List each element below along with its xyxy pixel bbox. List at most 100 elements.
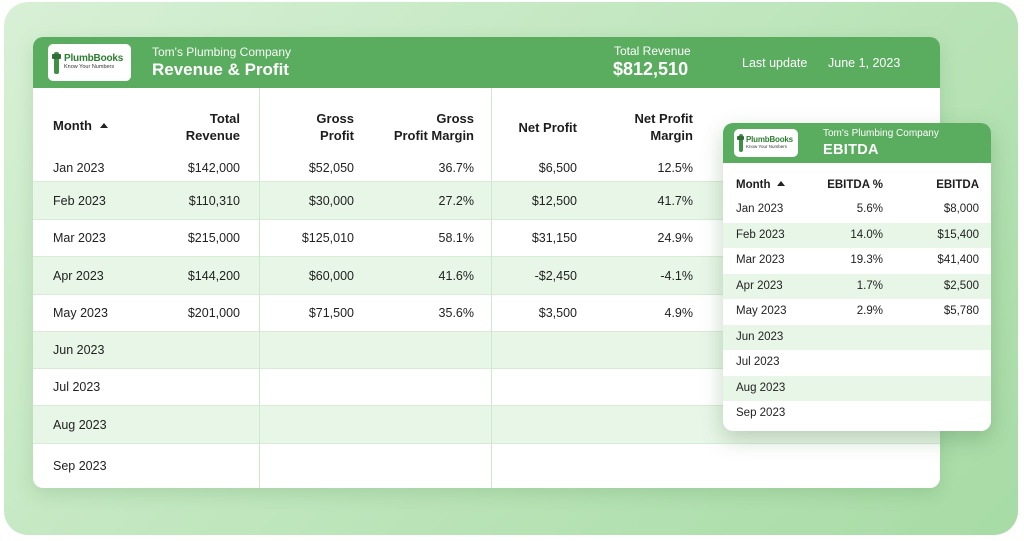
cell-net-margin: 41.7% [657,194,693,208]
cell-gross-margin: 35.6% [438,306,474,320]
ebitda-title: EBITDA [823,142,879,158]
ebitda-cell-ebitda-pct: 2.9% [856,305,883,317]
table-row[interactable]: Jul 2023 [33,368,940,405]
wrench-pipe-icon [737,134,744,152]
cell-gross-margin: 27.2% [438,194,474,208]
column-header-line: Profit [320,128,354,143]
ebitda-card-header: PlumbBooks Know Your Numbers Tom's Plumb… [723,123,991,163]
column-divider [259,88,260,488]
cell-net-profit: -$2,450 [534,269,577,283]
ebitda-column-header-month[interactable]: Month [736,179,786,191]
ebitda-cell-month: Jul 2023 [736,356,780,368]
cell-gross-profit: $71,500 [308,306,354,320]
cell-total-revenue: $144,200 [187,269,240,283]
ebitda-cell-month: Aug 2023 [736,381,786,394]
column-header-month-label: Month [53,118,92,133]
company-name: Tom's Plumbing Company [152,45,292,59]
cell-month: Jun 2023 [53,343,105,357]
column-header-line: Net Profit [518,120,578,135]
ebitda-table-row[interactable]: Jul 2023 [723,350,991,375]
table-row[interactable]: May 2023 $201,000 $71,500 35.6% $3,500 4.9% [33,294,940,331]
plumbbooks-logo[interactable]: PlumbBooks Know Your Numbers [734,129,798,157]
ebitda-cell-ebitda-pct: 19.3% [850,254,883,266]
column-header-net-profit[interactable]: Net Profit [477,119,578,136]
card-title: Revenue & Profit [152,60,289,79]
cell-gross-profit: $60,000 [308,269,354,283]
cell-month: Jan 2023 [53,161,105,175]
cell-total-revenue: $142,000 [187,161,240,175]
plumbbooks-logo[interactable]: PlumbBooks Know Your Numbers [48,44,131,81]
sort-asc-icon [777,181,786,186]
column-header-line: Total [209,111,240,126]
ebitda-cell-month: Apr 2023 [736,279,783,292]
sort-asc-icon [99,123,108,128]
ebitda-table-row[interactable]: Jun 2023 [723,324,991,350]
column-header-gross-profit-margin[interactable]: Gross Profit Margin [364,110,474,144]
table-row[interactable]: Mar 2023 $215,000 $125,010 58.1% $31,150 24.9… [33,219,940,256]
ebitda-column-header-value[interactable]: EBITDA [936,179,979,191]
wrench-pipe-icon [52,51,61,74]
last-update-label: Last update [742,56,808,70]
column-header-gross-profit[interactable]: Gross Profit [274,110,354,144]
ebitda-company-name: Tom's Plumbing Company [823,128,939,139]
ebitda-cell-ebitda-pct: 5.6% [856,203,883,215]
cell-month: Aug 2023 [53,418,107,432]
column-header-line: Profit Margin [393,128,474,143]
cell-gross-margin: 58.1% [438,231,474,245]
cell-net-margin: -4.1% [660,269,693,283]
last-update-value: June 1, 2023 [828,56,901,70]
cell-net-margin: 24.9% [657,231,693,245]
cell-net-margin: 12.5% [657,161,693,175]
column-header-month[interactable]: Month [53,117,108,134]
table-row[interactable]: Jan 2023 $142,000 $52,050 36.7% $6,500 12.5% [33,152,940,181]
column-header-total-revenue[interactable]: Total Revenue [160,110,240,144]
ebitda-column-header-pct[interactable]: EBITDA % [827,179,883,191]
ebitda-table-row[interactable]: Aug 2023 [723,375,991,401]
logo-tagline: Know Your Numbers [64,64,115,71]
column-header-line: Net Profit [634,111,694,126]
total-revenue-value: $812,510 [613,59,689,79]
ebitda-column-header-month-label: Month [736,179,771,191]
cell-month: Sep 2023 [53,459,107,473]
logo-name: PlumbBooks [64,53,124,65]
cell-gross-profit: $30,000 [308,194,354,208]
ebitda-table-row[interactable]: Mar 2023 19.3% $41,400 [723,248,991,273]
ebitda-table-row[interactable]: May 2023 2.9% $5,780 [723,299,991,324]
cell-gross-profit: $125,010 [301,231,354,245]
cell-total-revenue: $201,000 [187,306,240,320]
ebitda-cell-month: Sep 2023 [736,407,786,419]
ebitda-cell-ebitda-pct: 14.0% [850,228,883,241]
ebitda-table-row[interactable]: Apr 2023 1.7% $2,500 [723,273,991,299]
ebitda-cell-ebitda: $2,500 [943,279,979,292]
cell-gross-profit: $52,050 [308,161,354,175]
total-revenue-label: Total Revenue [614,44,691,58]
ebitda-cell-ebitda: $41,400 [937,254,979,266]
ebitda-cell-month: Mar 2023 [736,254,785,266]
ebitda-cell-ebitda: $5,780 [943,305,979,317]
cell-net-profit: $3,500 [538,306,577,320]
ebitda-table-row[interactable]: Sep 2023 [723,401,991,426]
cell-total-revenue: $215,000 [187,231,240,245]
ebitda-table-row[interactable]: Jan 2023 5.6% $8,000 [723,197,991,222]
cell-net-profit: $12,500 [531,194,577,208]
column-header-line: Gross [436,111,474,126]
ebitda-table-row[interactable]: Feb 2023 14.0% $15,400 [723,222,991,248]
column-header-line: Revenue [185,128,240,143]
cell-net-margin: 4.9% [664,306,694,320]
cell-month: May 2023 [53,306,108,320]
column-divider [491,88,492,488]
column-header-line: Margin [650,128,693,143]
cell-gross-margin: 36.7% [438,161,474,175]
column-header-line: Gross [316,111,354,126]
ebitda-cell-ebitda: $15,400 [937,228,979,241]
ebitda-cell-ebitda: $8,000 [943,203,979,215]
logo-name: PlumbBooks [746,135,793,145]
cell-net-profit: $6,500 [538,161,577,175]
ebitda-cell-month: Feb 2023 [736,228,785,241]
ebitda-cell-month: Jun 2023 [736,330,784,343]
cell-month: Feb 2023 [53,194,106,208]
column-header-net-profit-margin[interactable]: Net Profit Margin [593,110,694,144]
ebitda-cell-month: May 2023 [736,305,787,317]
table-row[interactable]: Sep 2023 [33,443,940,488]
logo-tagline: Know Your Numbers [746,144,788,150]
